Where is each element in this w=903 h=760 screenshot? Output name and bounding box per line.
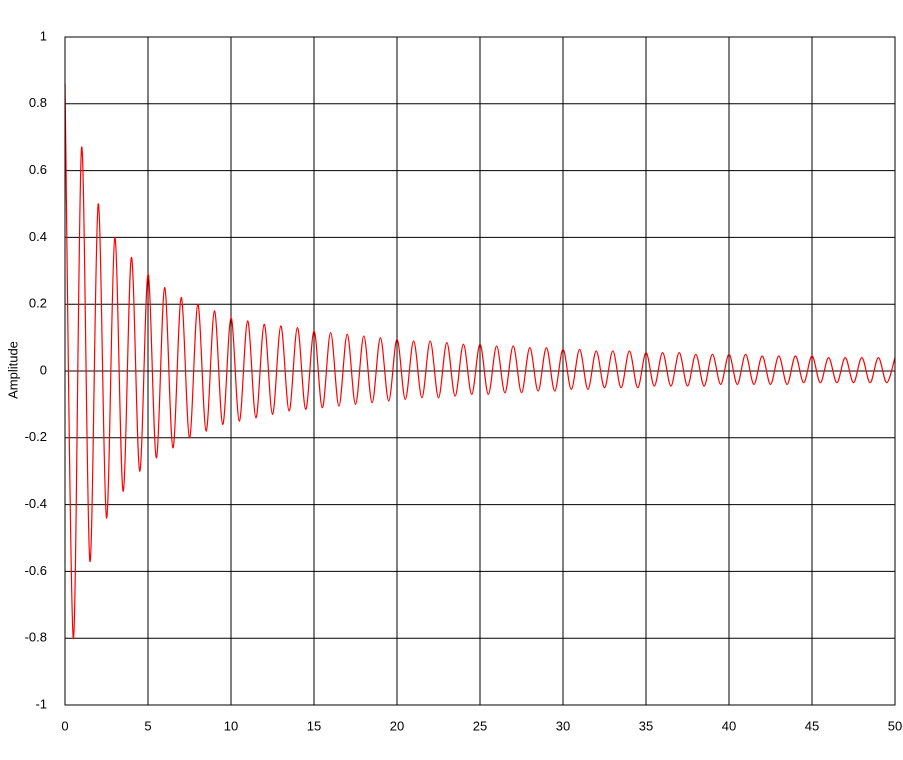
y-tick-label: -0.6 xyxy=(25,563,47,578)
x-tick-label: 10 xyxy=(224,718,238,733)
y-tick-label: 0.8 xyxy=(29,95,47,110)
y-tick-label: 0.6 xyxy=(29,162,47,177)
y-tick-label: -0.4 xyxy=(25,496,47,511)
data-line xyxy=(64,83,896,639)
x-tick-label: 35 xyxy=(639,718,653,733)
x-tick-label: 0 xyxy=(61,718,68,733)
y-tick-label: 0.2 xyxy=(29,296,47,311)
y-tick-label: -1 xyxy=(35,696,47,711)
x-tick-label: 45 xyxy=(805,718,819,733)
plot-border xyxy=(64,36,896,706)
y-tick-label: 0 xyxy=(40,362,47,377)
x-tick-label: 20 xyxy=(390,718,404,733)
y-tick-label: -0.2 xyxy=(25,429,47,444)
x-tick-label: 15 xyxy=(307,718,321,733)
x-tick-label: 25 xyxy=(473,718,487,733)
y-axis-label: Amplitude xyxy=(5,341,20,399)
x-tick-label: 40 xyxy=(722,718,736,733)
y-tick-label: 0.4 xyxy=(29,229,47,244)
x-tick-label: 5 xyxy=(144,718,151,733)
y-tick-label: -0.8 xyxy=(25,630,47,645)
x-tick-label: 30 xyxy=(556,718,570,733)
y-tick-label: 1 xyxy=(40,28,47,43)
x-tick-label: 50 xyxy=(888,718,902,733)
